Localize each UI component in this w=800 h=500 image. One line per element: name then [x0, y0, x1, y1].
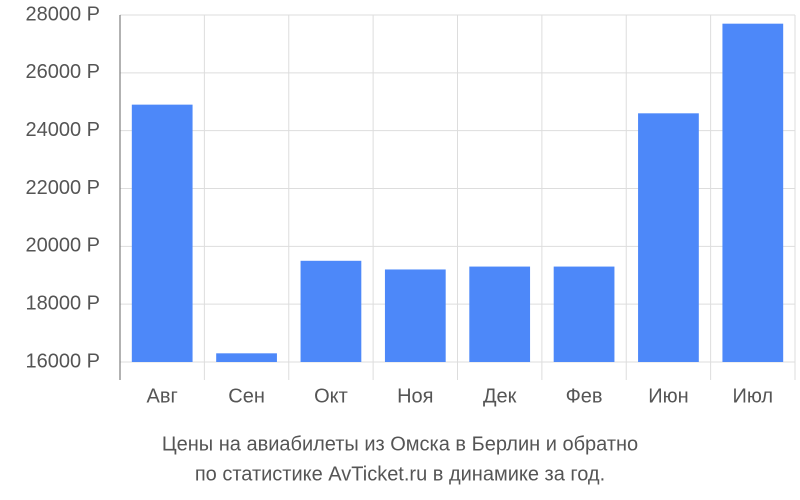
- y-tick-label: 16000 Р: [25, 350, 100, 372]
- bar: [300, 260, 362, 362]
- chart-title: Цены на авиабилеты из Омска в Берлин и о…: [162, 433, 638, 455]
- y-tick-label: 22000 Р: [25, 177, 100, 199]
- x-tick-label: Июл: [733, 385, 774, 407]
- y-tick-label: 26000 Р: [25, 61, 100, 83]
- bar: [469, 266, 531, 362]
- x-tick-label: Авг: [147, 385, 178, 407]
- bar: [638, 113, 699, 362]
- bar: [131, 104, 193, 363]
- x-tick-label: Ноя: [397, 385, 433, 407]
- x-tick-label: Окт: [314, 385, 348, 407]
- x-tick-label: Дек: [483, 385, 517, 407]
- y-tick-label: 24000 Р: [25, 119, 100, 141]
- y-tick-label: 20000 Р: [25, 235, 100, 257]
- bar: [216, 353, 277, 362]
- chart-title: по статистике AvTicket.ru в динамике за …: [195, 463, 605, 485]
- x-tick-label: Июн: [648, 385, 688, 407]
- x-tick-label: Сен: [228, 385, 265, 407]
- bar: [722, 23, 784, 363]
- y-tick-label: 18000 Р: [25, 292, 100, 314]
- bar: [384, 269, 446, 362]
- x-tick-label: Фев: [566, 385, 603, 407]
- bar: [553, 266, 615, 362]
- y-tick-label: 28000 Р: [25, 3, 100, 25]
